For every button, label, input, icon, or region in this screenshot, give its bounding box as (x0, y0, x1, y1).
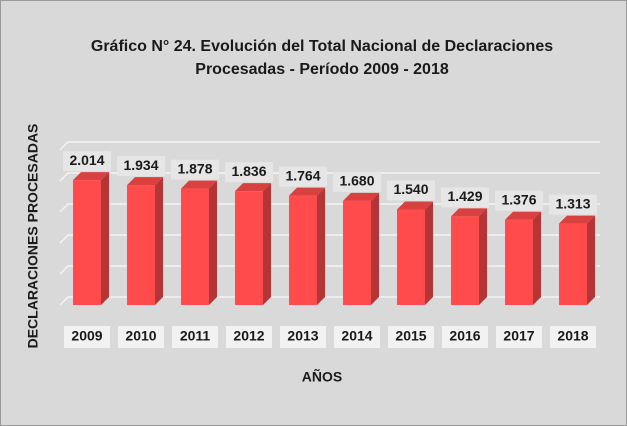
value-label: 1.376 (501, 191, 536, 207)
x-tick-label: 2009 (71, 328, 102, 344)
bar-top (235, 183, 271, 192)
bar (73, 180, 101, 305)
value-label: 1.313 (555, 195, 590, 211)
grid-line (59, 141, 600, 151)
bar-side (317, 187, 325, 305)
value-label: 1.878 (177, 160, 212, 176)
x-tick-label: 2012 (233, 328, 264, 344)
bar (181, 188, 209, 305)
value-label-box (117, 156, 165, 177)
bar-top (397, 201, 433, 210)
x-tick-box (496, 326, 542, 348)
chart-title: Gráfico N° 24. Evolución del Total Nacio… (91, 38, 553, 55)
value-label-box (225, 162, 273, 183)
bar (559, 223, 587, 305)
x-tick-label: 2015 (395, 328, 426, 344)
value-label-box (549, 194, 597, 215)
bar-side (155, 177, 163, 305)
bar (451, 216, 479, 305)
grid-line (59, 172, 600, 182)
value-label-box (333, 171, 381, 192)
bar (127, 185, 155, 305)
bar-top (343, 192, 379, 201)
bar-side (101, 172, 109, 305)
bar-top (289, 187, 325, 196)
x-axis-label: AÑOS (302, 368, 342, 385)
x-tick-box (226, 326, 272, 348)
y-axis-label: DECLARACIONES PROCESADAS (25, 124, 41, 349)
bar-top (127, 177, 163, 186)
x-tick-box (118, 326, 164, 348)
x-tick-label: 2017 (503, 328, 534, 344)
value-label: 1.429 (447, 188, 482, 204)
x-tick-box (550, 326, 596, 348)
bar (289, 195, 317, 305)
bar-side (425, 201, 433, 305)
x-tick-box (172, 326, 218, 348)
value-label: 1.764 (285, 167, 320, 183)
x-tick-label: 2018 (557, 328, 588, 344)
value-label-box (63, 151, 111, 172)
bar-side (479, 208, 487, 305)
bar (505, 219, 533, 305)
value-label: 1.540 (393, 181, 428, 197)
value-label-box (171, 159, 219, 180)
value-label-box (387, 180, 435, 201)
bar-top (559, 215, 595, 224)
x-tick-box (334, 326, 380, 348)
bar-side (587, 215, 595, 305)
x-tick-box (442, 326, 488, 348)
x-tick-box (388, 326, 434, 348)
value-label-box (495, 190, 543, 211)
bar-top (505, 211, 541, 220)
bar (397, 209, 425, 305)
bar-top (451, 208, 487, 217)
x-tick-label: 2010 (125, 328, 156, 344)
value-label-box (441, 187, 489, 208)
x-tick-label: 2016 (449, 328, 480, 344)
chart-subtitle: Procesadas - Período 2009 - 2018 (195, 61, 449, 78)
x-tick-label: 2011 (180, 328, 211, 344)
bar-side (209, 180, 217, 305)
x-tick-box (64, 326, 110, 348)
value-label: 1.934 (123, 157, 158, 173)
bar-side (371, 192, 379, 305)
bar-side (263, 183, 271, 305)
bar-side (533, 211, 541, 305)
x-tick-label: 2014 (341, 328, 372, 344)
bar (343, 200, 371, 305)
x-tick-label: 2013 (287, 328, 318, 344)
value-label: 1.836 (231, 163, 266, 179)
x-tick-box (280, 326, 326, 348)
value-label: 2.014 (69, 152, 104, 168)
value-label-box (279, 166, 327, 187)
bar-top (181, 180, 217, 189)
bar (235, 191, 263, 305)
bar-top (73, 172, 109, 181)
value-label: 1.680 (339, 173, 374, 189)
